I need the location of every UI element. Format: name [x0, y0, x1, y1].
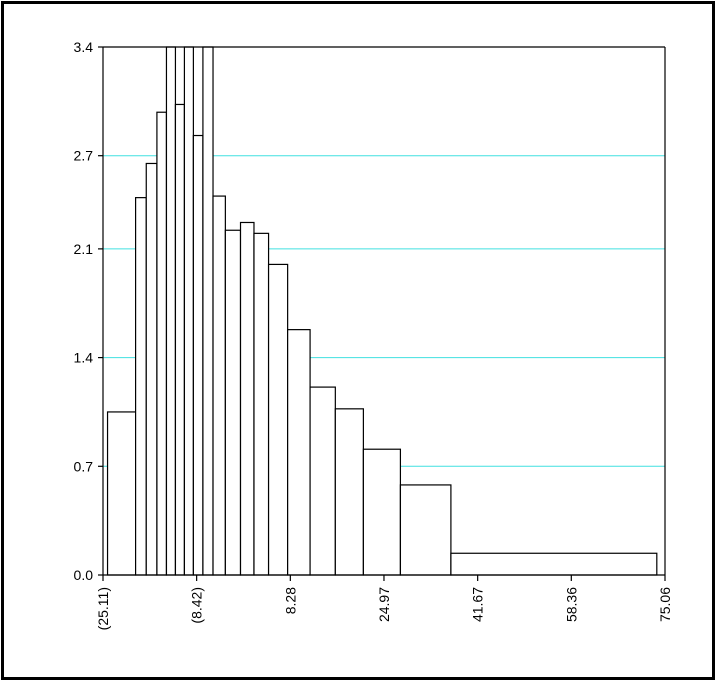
x-tick-label: 8.28 — [282, 587, 298, 614]
histogram-bar — [212, 195, 226, 576]
x-tick-label: 75.06 — [657, 587, 673, 622]
histogram-bars — [106, 46, 658, 576]
histogram-bar — [134, 197, 147, 576]
axes — [98, 46, 666, 581]
histogram-bar — [287, 329, 311, 576]
histogram-bar — [156, 111, 168, 576]
histogram-bar — [224, 229, 242, 576]
y-tick-label: 2.1 — [74, 241, 94, 257]
histogram-bar — [253, 232, 270, 576]
y-tick-label: 1.4 — [74, 350, 94, 366]
histogram-bar — [174, 103, 186, 576]
histogram-bar — [267, 263, 289, 576]
histogram-bar — [202, 46, 214, 576]
x-tick-label: (8.42) — [189, 587, 205, 624]
histogram-bar — [239, 221, 255, 576]
histogram-bar — [165, 46, 177, 576]
y-tick-label: 0.7 — [74, 458, 94, 474]
histogram-bar — [183, 46, 194, 576]
histogram-bar — [309, 386, 336, 576]
x-tick-label: 58.36 — [563, 587, 579, 622]
histogram-bar — [450, 552, 658, 576]
x-tick-label: 24.97 — [376, 587, 392, 622]
histogram-bar — [362, 448, 402, 576]
histogram-bar — [106, 411, 137, 576]
histogram-bar — [334, 408, 364, 576]
y-tick-label: 2.7 — [74, 148, 94, 164]
x-tick-label: 41.67 — [470, 587, 486, 622]
x-tick-labels: (25.11) (8.42) 8.28 24.97 41.67 58.36 75.06 — [95, 587, 673, 631]
y-tick-label: 3.4 — [74, 39, 94, 55]
histogram-bar — [192, 134, 204, 576]
y-tick-labels: 0.0 0.7 1.4 2.1 2.7 3.4 — [74, 39, 94, 583]
histogram-bar — [399, 484, 452, 576]
y-tick-label: 0.0 — [74, 567, 94, 583]
x-tick-label: (25.11) — [95, 587, 111, 630]
histogram-bar — [145, 162, 158, 576]
